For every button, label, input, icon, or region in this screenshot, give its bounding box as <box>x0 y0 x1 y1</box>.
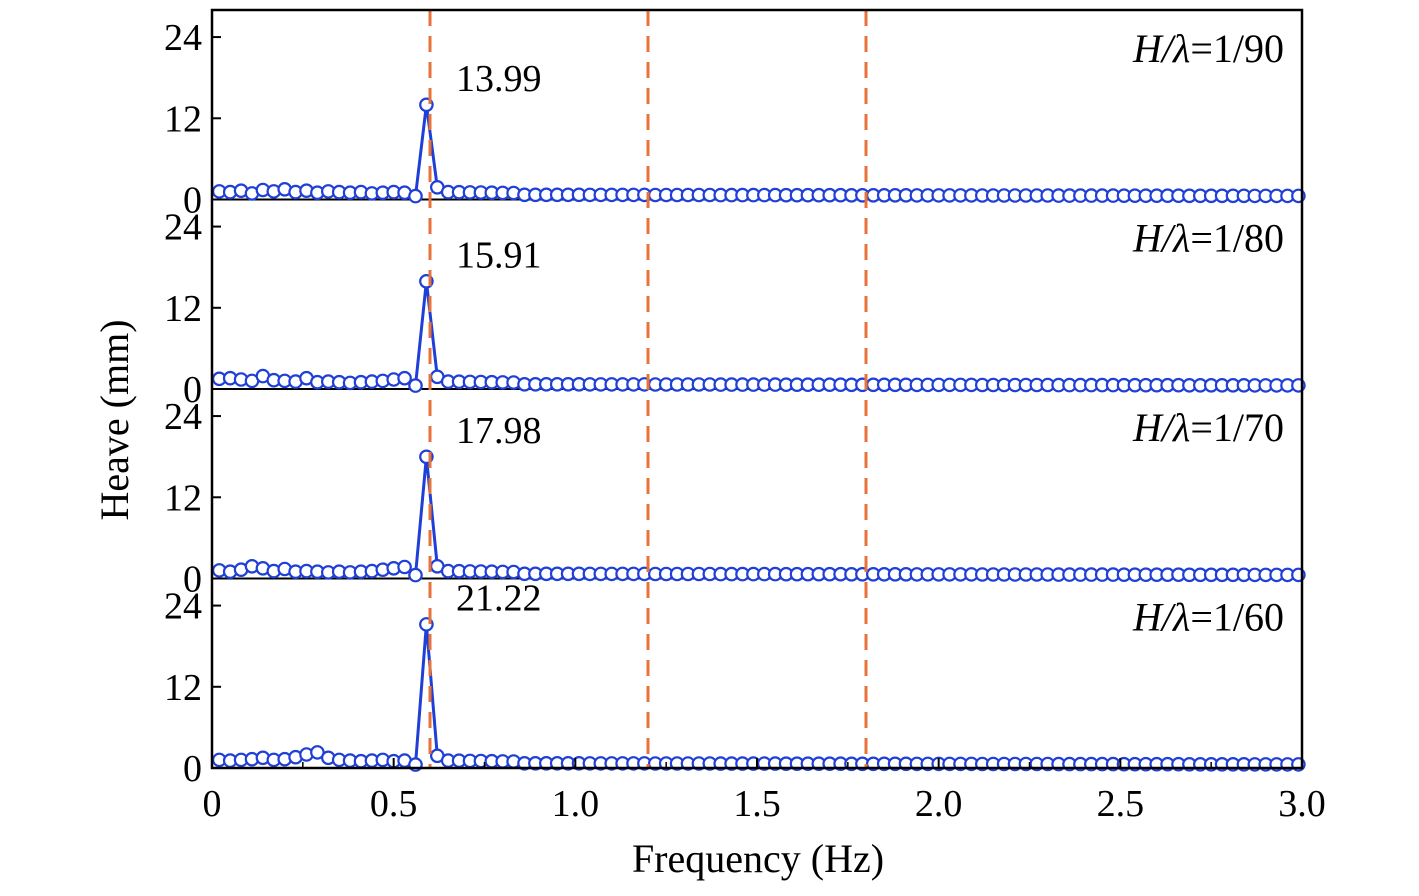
peak-value-label: 17.98 <box>456 410 542 452</box>
case-label: H/λ=1/70 <box>1132 405 1284 450</box>
y-tick-label: 0 <box>183 559 202 601</box>
case-label-value: =1/60 <box>1190 595 1284 640</box>
x-tick-label: 1.0 <box>552 783 600 825</box>
panel-2: 0 12 24 15.91 H/λ=1/80 <box>164 207 1306 411</box>
case-label-value: =1/80 <box>1190 216 1284 261</box>
y-axis-title: Heave (mm) <box>92 319 137 520</box>
data-point <box>408 188 423 204</box>
x-tick-label: 0 <box>203 783 222 825</box>
panel-1: 0 12 24 13.99 H/λ=1/90 <box>164 17 1306 222</box>
case-label-symbol: λ <box>1172 216 1190 261</box>
series-line <box>219 103 1299 198</box>
y-tick-label: 12 <box>164 667 202 709</box>
x-tick-labels: 0 0.5 1.0 1.5 2.0 2.5 3.0 <box>203 783 1326 825</box>
case-label-prefix: H/ <box>1132 595 1177 640</box>
y-tick-label: 24 <box>164 396 202 438</box>
panel-3: 0 12 24 17.98 H/λ=1/70 <box>164 396 1306 601</box>
x-tick-label: 2.0 <box>915 783 963 825</box>
case-label-symbol: λ <box>1172 26 1190 71</box>
reference-lines <box>428 10 868 768</box>
y-tick-label: 0 <box>183 748 202 790</box>
peak-value-label: 15.91 <box>456 234 542 276</box>
data-point <box>408 567 423 583</box>
case-label-prefix: H/ <box>1132 405 1177 450</box>
y-tick-label: 0 <box>183 369 202 411</box>
x-axis-title: Frequency (Hz) <box>632 836 884 881</box>
series-line <box>219 455 1299 577</box>
data-point <box>397 559 412 575</box>
y-tick-label: 24 <box>164 586 202 628</box>
series-line <box>219 279 1299 388</box>
case-label-value: =1/90 <box>1190 26 1284 71</box>
y-tick-label: 24 <box>164 207 202 249</box>
case-label: H/λ=1/90 <box>1132 26 1284 71</box>
series-line <box>219 622 1299 767</box>
axes <box>210 8 1304 770</box>
case-label: H/λ=1/60 <box>1132 595 1284 640</box>
y-tick-label: 12 <box>164 98 202 140</box>
x-tick-label: 0.5 <box>370 783 418 825</box>
y-tick-label: 12 <box>164 288 202 330</box>
panel-4: 0 12 24 21.22 H/λ=1/60 <box>164 577 1306 790</box>
peak-value-label: 13.99 <box>456 58 542 100</box>
case-label: H/λ=1/80 <box>1132 216 1284 261</box>
data-point <box>397 370 412 386</box>
data-point <box>408 378 423 393</box>
x-tick-label: 2.5 <box>1097 783 1145 825</box>
case-label-symbol: λ <box>1172 405 1190 450</box>
x-tick-label: 3.0 <box>1278 783 1326 825</box>
case-label-value: =1/70 <box>1190 405 1284 450</box>
case-label-prefix: H/ <box>1132 26 1177 71</box>
case-label-prefix: H/ <box>1132 216 1177 261</box>
case-label-symbol: λ <box>1172 595 1190 640</box>
y-tick-label: 0 <box>183 180 202 222</box>
x-tick-label: 1.5 <box>733 783 781 825</box>
peak-value-label: 21.22 <box>456 577 542 619</box>
y-tick-label: 24 <box>164 17 202 59</box>
y-tick-label: 12 <box>164 477 202 519</box>
